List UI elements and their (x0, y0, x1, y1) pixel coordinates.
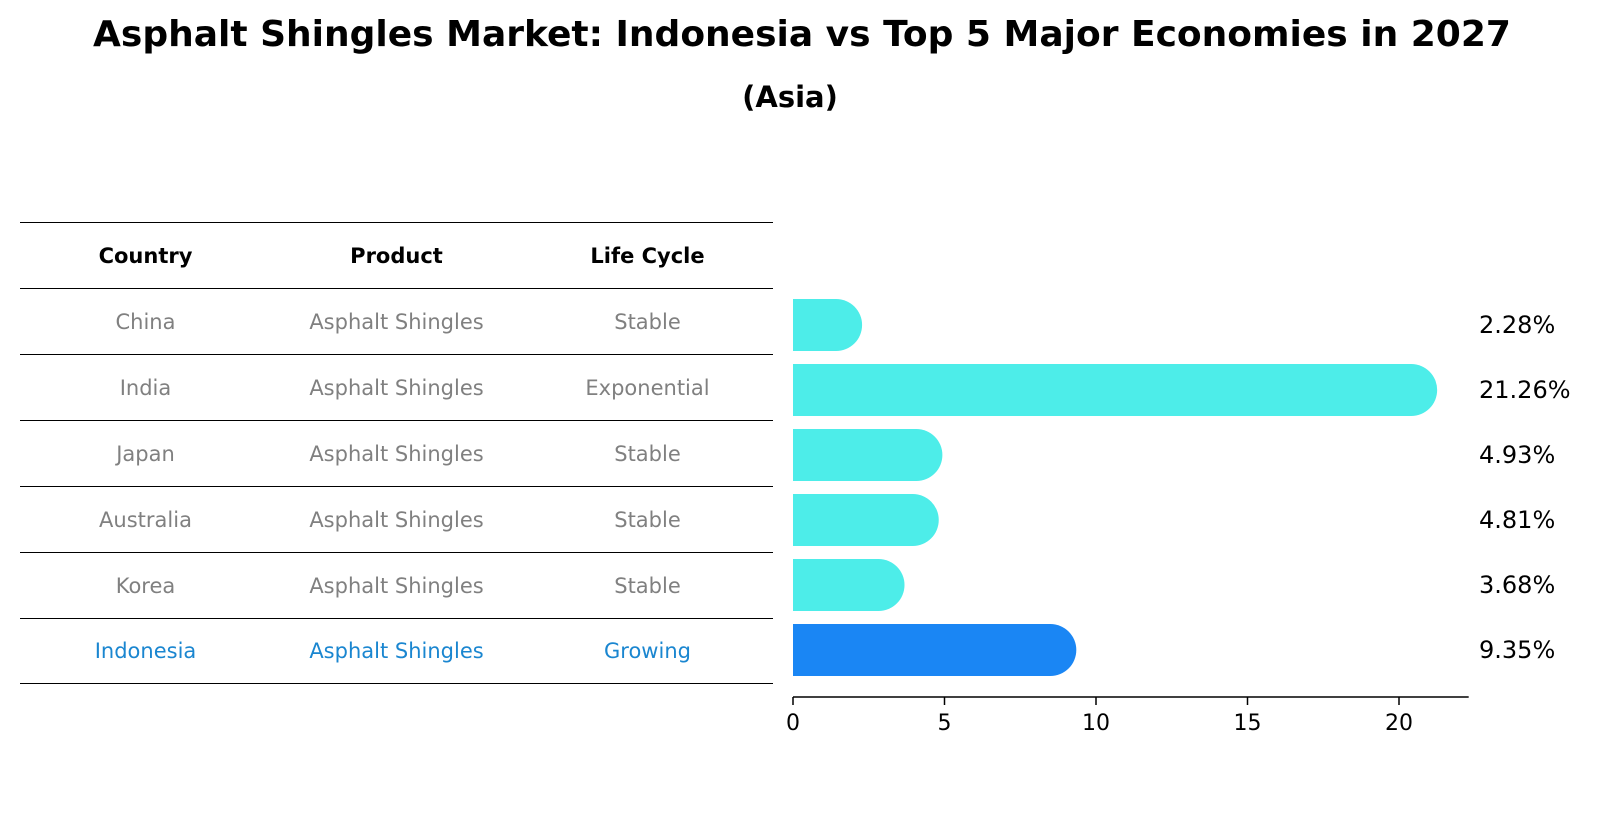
value-label: 3.68% (1479, 571, 1555, 599)
cell-product: Asphalt Shingles (309, 639, 484, 663)
cell-country: Korea (115, 573, 176, 598)
cell-life-cycle: Exponential (585, 375, 710, 400)
bar-china (793, 299, 863, 351)
x-tick-label: 5 (938, 711, 952, 736)
x-tick-label: 15 (1234, 711, 1262, 736)
cell-product: Asphalt Shingles (309, 507, 484, 532)
value-label: 4.93% (1479, 441, 1555, 469)
cell-product: Asphalt Shingles (309, 441, 484, 466)
bar-korea (793, 559, 905, 611)
cell-country: China (115, 309, 176, 334)
bar-australia (793, 494, 939, 546)
cell-country: India (119, 375, 172, 400)
chart-subtitle: (Asia) (742, 80, 838, 114)
cell-life-cycle: Stable (614, 573, 681, 598)
table-row: India Asphalt Shingles Exponential (20, 354, 773, 420)
cell-product: Asphalt Shingles (309, 309, 484, 334)
table-row: Japan Asphalt Shingles Stable (20, 420, 773, 486)
header-product: Product (350, 243, 443, 268)
cell-country: Japan (116, 441, 175, 466)
cell-product: Asphalt Shingles (309, 573, 484, 598)
value-labels-group: 2.28% 21.26% 4.93% 4.81% 3.68% 9.35% (1479, 311, 1571, 664)
cell-country: Indonesia (94, 639, 197, 663)
cell-life-cycle: Growing (604, 639, 691, 663)
x-tick-label: 20 (1385, 711, 1413, 736)
bar-indonesia (793, 624, 1077, 676)
header-life-cycle: Life Cycle (590, 243, 705, 268)
chart-title: Asphalt Shingles Market: Indonesia vs To… (93, 14, 1511, 55)
bar-india (793, 364, 1438, 416)
table-row: Australia Asphalt Shingles Stable (20, 486, 773, 552)
value-label: 4.81% (1479, 506, 1555, 534)
cell-life-cycle: Stable (614, 309, 681, 334)
value-label: 2.28% (1479, 311, 1555, 339)
bars-group (793, 299, 1438, 676)
table-header-row: Country Product Life Cycle (20, 222, 773, 288)
table-row: China Asphalt Shingles Stable (20, 288, 773, 354)
cell-country: Australia (99, 507, 192, 532)
table-row-highlight: Indonesia Asphalt Shingles Growing (20, 618, 773, 684)
header-country: Country (98, 243, 193, 268)
bar-japan (793, 429, 943, 481)
x-tick-label: 0 (786, 711, 800, 736)
table-row: Korea Asphalt Shingles Stable (20, 552, 773, 618)
x-tick-label: 10 (1082, 711, 1110, 736)
value-label: 9.35% (1479, 636, 1555, 664)
comparison-table: Country Product Life Cycle China Asphalt… (20, 222, 773, 684)
cell-product: Asphalt Shingles (309, 375, 484, 400)
value-label: 21.26% (1479, 376, 1571, 404)
cell-life-cycle: Stable (614, 441, 681, 466)
x-ticks-group: 0 5 10 15 20 (786, 697, 1413, 736)
cell-life-cycle: Stable (614, 507, 681, 532)
